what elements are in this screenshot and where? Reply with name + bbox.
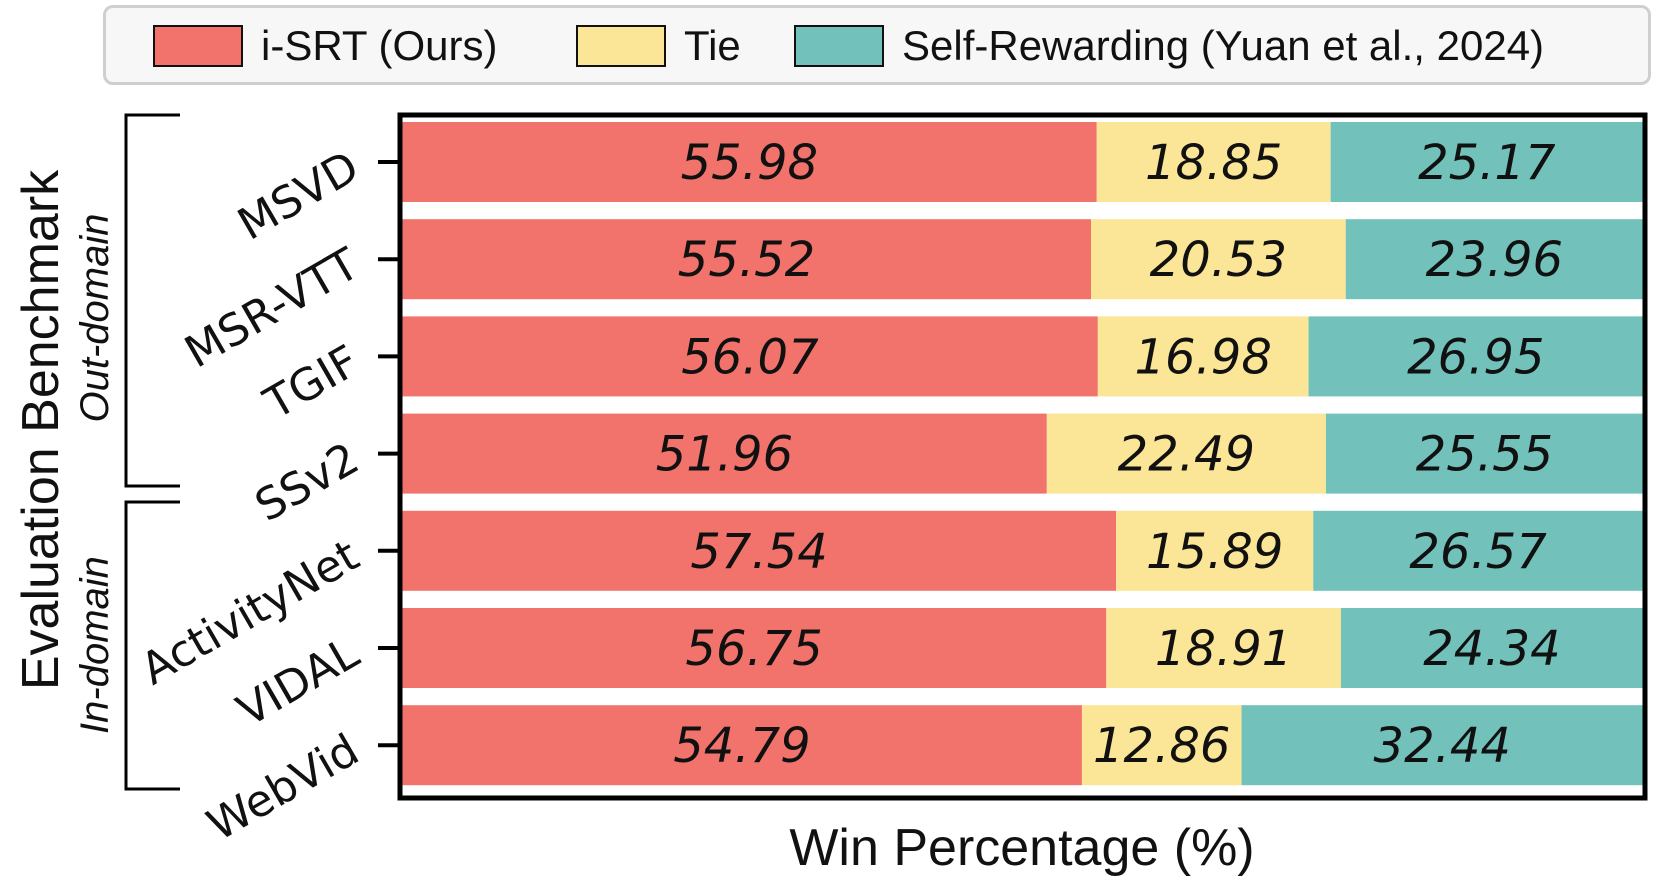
value-label-msr-vtt-i-srt-ours: 55.52 — [678, 232, 815, 288]
value-label-msr-vtt-self-rewarding-yuan-et-al-2024: 23.96 — [1426, 232, 1563, 288]
bar-msr-vtt-tie — [1091, 219, 1346, 300]
group-label-in-domain: In-domain — [73, 556, 117, 734]
bar-vidal-i-srt-ours — [402, 608, 1107, 688]
bar-webvid-tie — [1081, 705, 1242, 786]
group-label-out-domain: Out-domain — [73, 214, 117, 423]
value-label-vidal-i-srt-ours: 56.75 — [685, 621, 822, 677]
value-label-webvid-self-rewarding-yuan-et-al-2024: 32.44 — [1374, 718, 1511, 774]
value-label-activitynet-tie: 15.89 — [1146, 524, 1283, 580]
legend-item-self-rewarding: Self-Rewarding (Yuan et al., 2024) — [794, 22, 1544, 69]
value-label-ssv2-i-srt-ours: 51.96 — [656, 427, 793, 483]
bar-msvd-i-srt-ours — [402, 122, 1097, 202]
legend-item-isrt: i-SRT (Ours) — [153, 22, 497, 69]
legend: i-SRT (Ours) Tie Self-Rewarding (Yuan et… — [103, 5, 1651, 85]
value-label-ssv2-self-rewarding-yuan-et-al-2024: 25.55 — [1416, 427, 1553, 483]
value-label-vidal-tie: 18.91 — [1155, 621, 1292, 677]
value-label-tgif-i-srt-ours: 56.07 — [681, 329, 819, 385]
y-tick-label-vidal: VIDAL — [229, 627, 368, 737]
bar-webvid-self-rewarding-yuan-et-al-2024 — [1241, 705, 1643, 786]
bar-ssv2-tie — [1046, 413, 1326, 494]
bar-activitynet-i-srt-ours — [402, 510, 1117, 591]
legend-swatch-isrt — [153, 25, 243, 67]
value-label-msvd-i-srt-ours: 55.98 — [681, 135, 818, 191]
bar-ssv2-self-rewarding-yuan-et-al-2024 — [1325, 413, 1643, 494]
value-label-msvd-tie: 18.85 — [1145, 135, 1282, 191]
value-label-tgif-self-rewarding-yuan-et-al-2024: 26.95 — [1407, 329, 1544, 385]
value-labels-layer: 55.98 18.85 25.17 55.52 20.53 23.96 56.07 16.98… — [656, 135, 1563, 774]
y-tick-label-ssv2: SSv2 — [247, 433, 368, 532]
value-label-ssv2-tie: 22.49 — [1118, 427, 1255, 483]
y-tick-label-webvid: WebVid — [199, 725, 368, 852]
value-label-vidal-self-rewarding-yuan-et-al-2024: 24.34 — [1423, 621, 1560, 677]
value-label-activitynet-self-rewarding-yuan-et-al-2024: 26.57 — [1409, 524, 1547, 580]
legend-label-self-rewarding: Self-Rewarding (Yuan et al., 2024) — [902, 22, 1545, 69]
plot-frame — [397, 112, 1648, 801]
group-bracket-out-domain — [124, 113, 180, 488]
group-brackets-layer — [124, 113, 180, 791]
bar-ssv2-i-srt-ours — [402, 413, 1047, 494]
value-label-tgif-tie: 16.98 — [1134, 329, 1271, 385]
x-axis-title: Win Percentage (%) — [789, 819, 1254, 876]
bar-msvd-tie — [1096, 122, 1331, 202]
value-label-msvd-self-rewarding-yuan-et-al-2024: 25.17 — [1418, 135, 1556, 191]
bar-msr-vtt-i-srt-ours — [402, 219, 1092, 300]
group-bracket-in-domain — [124, 500, 180, 791]
bar-tgif-tie — [1097, 316, 1309, 397]
bar-activitynet-self-rewarding-yuan-et-al-2024 — [1313, 510, 1643, 591]
value-label-msr-vtt-tie: 20.53 — [1150, 232, 1287, 288]
value-label-webvid-i-srt-ours: 54.79 — [673, 718, 810, 774]
legend-swatch-tie — [576, 25, 666, 67]
bar-webvid-i-srt-ours — [402, 705, 1082, 786]
bar-msr-vtt-self-rewarding-yuan-et-al-2024 — [1345, 219, 1643, 300]
value-label-activitynet-i-srt-ours: 57.54 — [690, 524, 827, 580]
bar-tgif-self-rewarding-yuan-et-al-2024 — [1308, 316, 1643, 397]
bar-vidal-self-rewarding-yuan-et-al-2024 — [1340, 608, 1643, 688]
legend-swatch-self-rewarding — [794, 25, 884, 67]
bar-vidal-tie — [1106, 608, 1341, 688]
legend-label-tie: Tie — [684, 22, 741, 69]
legend-label-isrt: i-SRT (Ours) — [261, 22, 498, 69]
y-tick-label-msvd: MSVD — [230, 141, 368, 250]
bar-activitynet-tie — [1116, 510, 1314, 591]
y-axis-title: Evaluation Benchmark — [12, 169, 70, 690]
bars-layer — [402, 122, 1643, 786]
y-tick-label-tgif: TGIF — [255, 336, 367, 430]
value-label-webvid-tie: 12.86 — [1093, 718, 1230, 774]
y-ticks-layer: MSVDMSR-VTTTGIFSSv2ActivityNetVIDALWebVi… — [133, 141, 400, 851]
bar-tgif-i-srt-ours — [402, 316, 1098, 397]
legend-item-tie: Tie — [576, 22, 741, 69]
bar-msvd-self-rewarding-yuan-et-al-2024 — [1330, 122, 1643, 202]
